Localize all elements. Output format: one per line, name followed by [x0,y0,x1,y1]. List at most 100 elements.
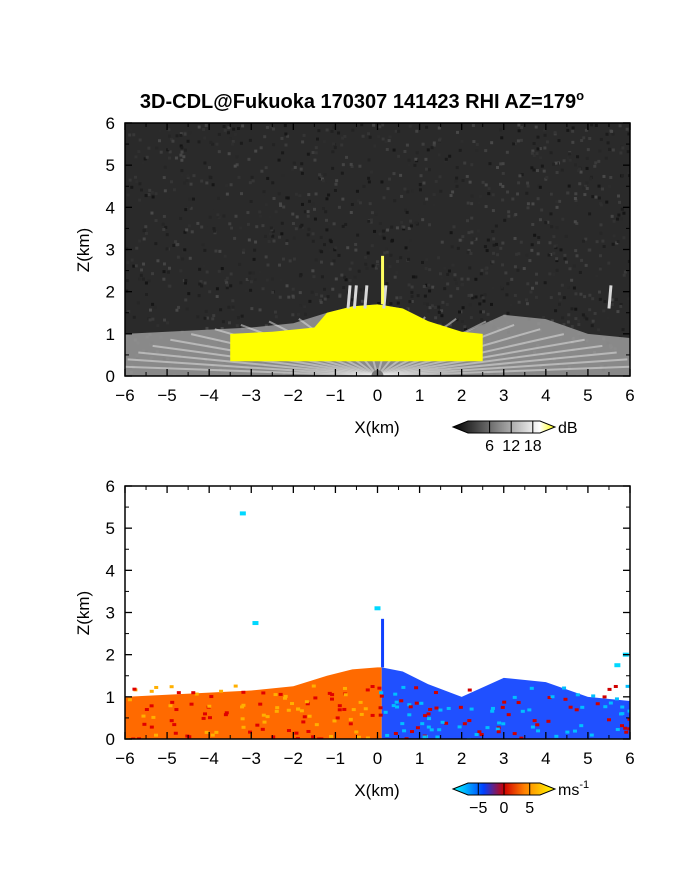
noise-pixel [340,273,344,277]
top-x-tick-label: −4 [199,386,218,405]
noise-pixel [265,125,269,129]
noise-pixel [300,171,304,175]
noise-pixel [557,139,561,143]
noise-pixel [132,133,136,137]
top-spike [607,285,613,309]
noise-pixel [454,316,458,320]
noise-pixel [306,233,310,237]
bottom-y-axis-label: Z(km) [74,591,93,635]
noise-pixel [181,257,185,261]
noise-pixel [383,251,387,255]
noise-pixel [525,298,529,302]
noise-pixel [197,294,201,298]
noise-pixel [511,197,515,201]
noise-pixel [167,128,171,132]
noise-pixel [564,234,568,238]
noise-pixel [467,249,471,253]
bottom-velocity-pixel [620,705,625,709]
noise-pixel [522,267,526,271]
noise-pixel [170,128,174,132]
noise-pixel [235,163,239,167]
noise-pixel [602,309,606,313]
noise-pixel [202,128,206,132]
bottom-velocity-pixel [399,699,404,703]
bottom-velocity-pixel [358,700,363,704]
noise-pixel [172,188,176,192]
noise-pixel [564,260,568,264]
noise-pixel [574,198,578,202]
noise-pixel [241,250,245,254]
noise-pixel [203,281,207,285]
noise-pixel [414,157,418,161]
noise-pixel [135,180,139,184]
noise-pixel [577,319,581,323]
top-colorbar-bar [451,420,557,434]
noise-pixel [461,179,465,183]
noise-pixel [156,259,160,263]
bottom-velocity-pixel [224,711,229,715]
noise-pixel [388,265,392,269]
noise-pixel [221,320,225,324]
noise-pixel [319,260,323,264]
bottom-velocity-pixel [620,724,625,728]
bottom-velocity-pixel [393,732,398,736]
noise-pixel [480,268,484,272]
noise-pixel [484,149,488,153]
noise-pixel [432,203,436,207]
noise-pixel [605,200,609,204]
noise-pixel [611,148,615,152]
noise-pixel [590,123,594,127]
noise-pixel [316,137,320,141]
noise-pixel [621,328,625,332]
noise-pixel [278,202,282,206]
bottom-velocity-pixel [625,684,630,688]
noise-pixel [393,275,397,279]
noise-pixel [618,200,622,204]
noise-pixel [233,132,237,136]
bottom-velocity-pixel [457,725,462,729]
noise-pixel [331,287,335,291]
bottom-x-tick-label: −6 [115,749,134,768]
noise-pixel [477,201,481,205]
bottom-velocity-pixel [446,706,451,710]
noise-pixel [399,173,403,177]
noise-pixel [281,151,285,155]
noise-pixel [349,162,353,166]
noise-pixel [126,193,130,197]
noise-pixel [580,139,584,143]
noise-pixel [627,259,630,263]
noise-pixel [622,273,626,277]
colorbar-tick-label: 6 [485,438,494,455]
top-y-tick-label: 3 [106,241,115,260]
noise-pixel [356,233,360,237]
noise-pixel [422,284,426,288]
noise-pixel [444,157,448,161]
noise-pixel [348,278,352,282]
noise-pixel [332,259,336,263]
noise-pixel [454,179,458,183]
noise-pixel [499,128,503,132]
noise-pixel [440,309,444,313]
noise-pixel [374,266,378,270]
noise-pixel [519,138,523,142]
noise-pixel [285,239,289,243]
noise-pixel [196,315,200,319]
bottom-velocity-pixel [603,705,608,709]
bottom-velocity-pixel [563,697,568,701]
top-beam-ray [377,351,617,376]
noise-pixel [333,189,337,193]
noise-pixel [344,278,348,282]
noise-pixel [526,202,530,206]
bottom-velocity-pixel [169,685,174,689]
noise-pixel [456,130,460,134]
noise-pixel [236,126,240,130]
noise-pixel [203,136,207,140]
noise-pixel [284,143,288,147]
noise-pixel [570,307,574,311]
noise-pixel [259,146,263,150]
noise-pixel [279,203,283,207]
noise-pixel [578,270,582,274]
bottom-velocity-pixel [613,684,618,688]
noise-pixel [591,195,595,199]
noise-pixel [465,219,469,223]
